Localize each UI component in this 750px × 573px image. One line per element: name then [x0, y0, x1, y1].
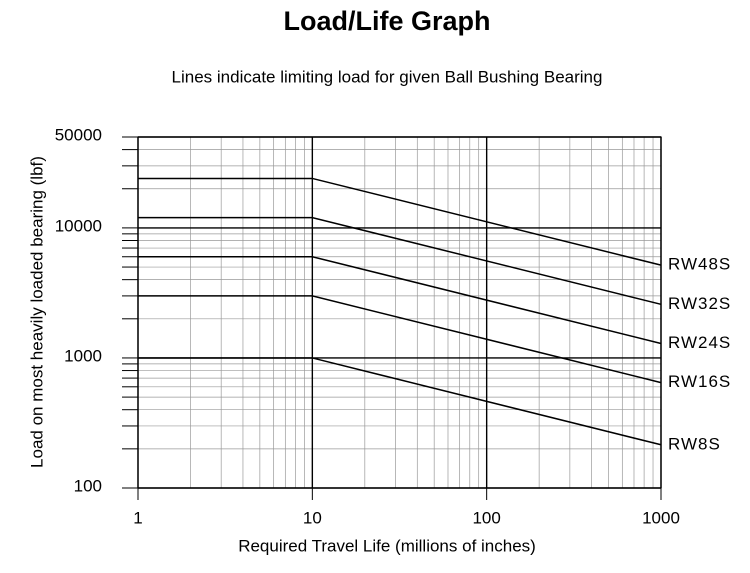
x-tick-label: 100 — [472, 508, 500, 527]
chart-subtitle: Lines indicate limiting load for given B… — [172, 67, 603, 86]
y-tick-label: 10000 — [55, 216, 102, 235]
x-tick-label: 1 — [133, 508, 142, 527]
series-line — [138, 295, 662, 384]
series-label: RW48S — [668, 255, 731, 274]
series-label: RW24S — [668, 333, 731, 352]
plot-frame — [137, 136, 662, 489]
series-line — [138, 256, 662, 345]
series-line — [138, 357, 662, 446]
chart-title: Load/Life Graph — [283, 6, 490, 36]
x-tick-label: 10 — [303, 508, 322, 527]
series-label: RW8S — [668, 434, 721, 453]
y-axis-label: Load on most heavily loaded bearing (lbf… — [27, 156, 46, 468]
series-line — [138, 177, 662, 266]
series-label: RW32S — [668, 294, 731, 313]
series-line — [138, 216, 662, 306]
x-tick-label: 1000 — [642, 508, 680, 527]
series-label: RW16S — [668, 372, 731, 391]
y-tick-label: 100 — [74, 476, 102, 495]
x-axis-label: Required Travel Life (millions of inches… — [238, 536, 536, 555]
y-tick-label: 1000 — [64, 346, 102, 365]
y-tick-label: 50000 — [55, 125, 102, 144]
